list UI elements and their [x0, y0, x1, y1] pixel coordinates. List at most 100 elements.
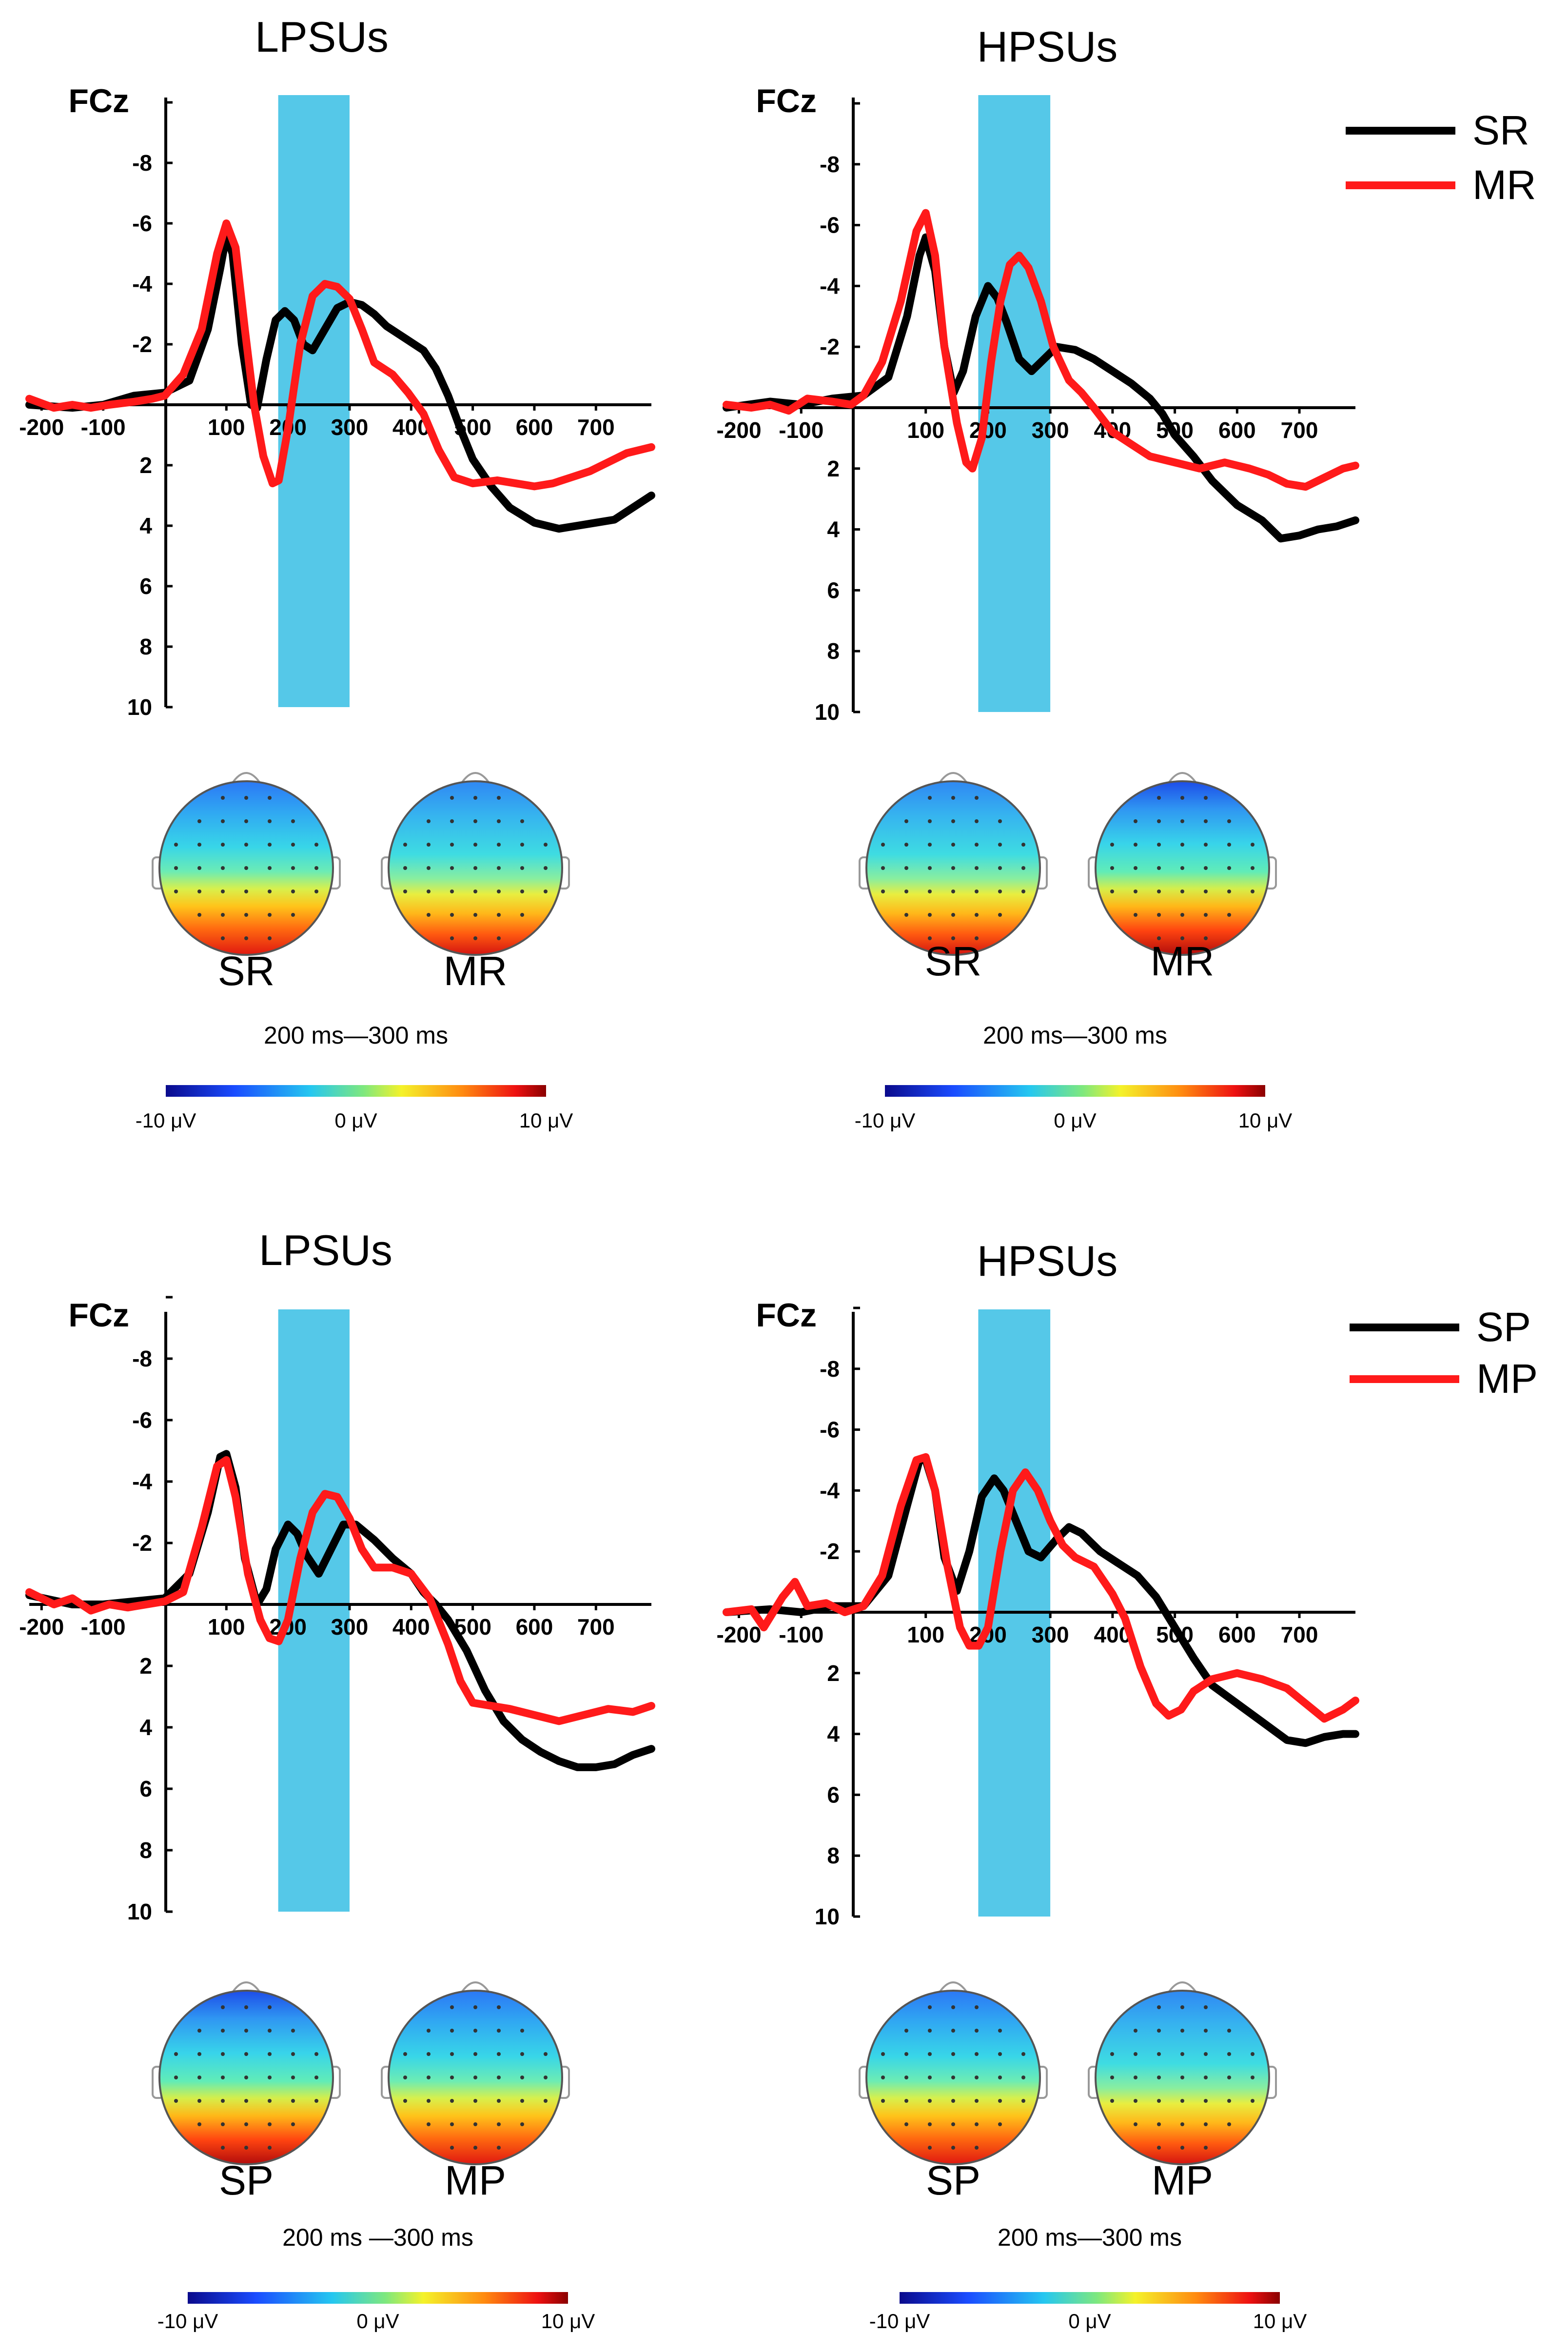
- topomaps: SR MR: [859, 772, 1277, 984]
- colorbar-gradient: [885, 1085, 1265, 1097]
- colorbar-mid-label: 0 μV: [334, 1109, 377, 1132]
- topomap-electrode: [473, 2005, 477, 2009]
- series-line-sr: [723, 233, 1359, 543]
- x-tick-label: 600: [1218, 417, 1256, 443]
- topomap-electrode: [268, 913, 272, 917]
- topomap-electrode: [1204, 796, 1208, 800]
- channel-label: FCz: [68, 82, 129, 119]
- topomap-electrode: [197, 819, 201, 823]
- series-line-sr: [25, 231, 655, 533]
- topomap-mp: [381, 1981, 570, 2165]
- x-tick-label: -200: [717, 1622, 762, 1647]
- colorbar-max-label: 10 μV: [1253, 2310, 1307, 2333]
- analysis-window-band: [978, 95, 1051, 712]
- x-tick-label: 700: [577, 415, 615, 440]
- y-tick-label: -2: [132, 332, 152, 357]
- topomap-electrode: [1134, 2029, 1137, 2033]
- legend-label-sr: SR: [1472, 107, 1529, 153]
- topomap-electrode: [314, 890, 318, 893]
- topomap-electrode: [197, 2029, 201, 2033]
- topomap-mp: [1088, 1981, 1277, 2165]
- topomap-electrode: [1180, 913, 1184, 917]
- topomap-electrode: [975, 2122, 979, 2126]
- legend-punishment: SP MP: [1350, 1304, 1538, 1402]
- topomap-electrode: [450, 866, 454, 870]
- topomap-mr: [381, 772, 570, 956]
- topomap-electrode: [904, 2076, 908, 2079]
- topomap-electrode: [928, 843, 932, 847]
- y-tick-label: -2: [820, 334, 840, 359]
- colorbar-min-label: -10 μV: [855, 1109, 916, 1132]
- topomap-electrode: [268, 2099, 272, 2103]
- topomap-electrode: [1134, 2122, 1137, 2126]
- y-axis: -8 -6 -4 -2 2 4 6 8 10: [127, 1296, 173, 1924]
- colorbar: -10 μV 0 μV 10 μV: [136, 1085, 573, 1132]
- topomap-electrode: [473, 2146, 477, 2150]
- topomap-electrode: [951, 796, 955, 800]
- topomap-electrode: [881, 2099, 885, 2103]
- topomap-electrode: [1227, 913, 1231, 917]
- topomap-electrode: [1134, 843, 1137, 847]
- topomap-electrode: [450, 819, 454, 823]
- topomap-electrode: [197, 890, 201, 893]
- topomap-electrode: [221, 936, 225, 940]
- topomap-electrode: [450, 2052, 454, 2056]
- y-tick-label: 4: [827, 517, 840, 542]
- y-tick-label: 8: [139, 634, 152, 659]
- topomap-electrode: [1157, 913, 1161, 917]
- topomap-electrode: [951, 2076, 955, 2079]
- legend-label-mp: MP: [1476, 1356, 1538, 1402]
- topomap-electrode: [221, 866, 225, 870]
- topomap-electrode: [244, 936, 248, 940]
- topomap-label-sp: SP: [219, 2157, 274, 2203]
- topomap-electrode: [881, 2076, 885, 2079]
- topomap-electrode: [244, 2005, 248, 2009]
- x-tick-label: -100: [779, 1622, 823, 1647]
- topomap-electrode: [928, 2146, 932, 2150]
- y-tick-label: 4: [827, 1721, 840, 1747]
- colorbar: -10 μV 0 μV 10 μV: [855, 1085, 1293, 1132]
- topomap-electrode: [268, 890, 272, 893]
- topomap-electrode: [1204, 2005, 1208, 2009]
- series-line-mr: [723, 209, 1359, 491]
- topomap-electrode: [1157, 819, 1161, 823]
- topomap-electrode: [1180, 819, 1184, 823]
- topomap-sr: [859, 772, 1048, 956]
- topomap-electrode: [975, 2052, 979, 2056]
- y-tick-label: 6: [827, 1782, 840, 1807]
- topomaps: SP MP: [859, 1981, 1277, 2203]
- topomap-electrode: [473, 2099, 477, 2103]
- topomap-electrode: [291, 890, 295, 893]
- topomap-electrode: [1204, 819, 1208, 823]
- topomap-electrode: [1251, 866, 1254, 870]
- y-tick-label: 4: [139, 1715, 152, 1740]
- topomap-electrode: [291, 2029, 295, 2033]
- topomap-electrode: [928, 913, 932, 917]
- topomap-electrode: [975, 819, 979, 823]
- topomap-electrode: [244, 819, 248, 823]
- topomap-electrode: [951, 913, 955, 917]
- x-tick-label: 400: [392, 1614, 430, 1640]
- topomap-electrode: [197, 866, 201, 870]
- topomap-electrode: [1204, 2029, 1208, 2033]
- topomap-electrode: [291, 819, 295, 823]
- topomap-electrode: [520, 819, 524, 823]
- topomap-electrode: [904, 2052, 908, 2056]
- y-tick-label: 6: [139, 573, 152, 599]
- topomap-electrode: [975, 2099, 979, 2103]
- topomap-electrode: [314, 2076, 318, 2079]
- topomap-electrode: [1134, 890, 1137, 893]
- panel-title: HPSUs: [977, 1237, 1118, 1285]
- x-tick-label: 300: [1032, 1622, 1069, 1647]
- topomap-electrode: [1251, 2052, 1254, 2056]
- topomap-electrode: [268, 796, 272, 800]
- colorbar-max-label: 10 μV: [1238, 1109, 1293, 1132]
- topomap-electrode: [1134, 2052, 1137, 2056]
- topomap-sp: [152, 1981, 341, 2165]
- topomap-electrode: [1021, 890, 1025, 893]
- x-axis: -200 -100 100 200 300 400 500 600 700: [717, 1611, 1355, 1647]
- x-tick-label: 100: [208, 1614, 245, 1640]
- y-tick-label: -8: [820, 1356, 840, 1382]
